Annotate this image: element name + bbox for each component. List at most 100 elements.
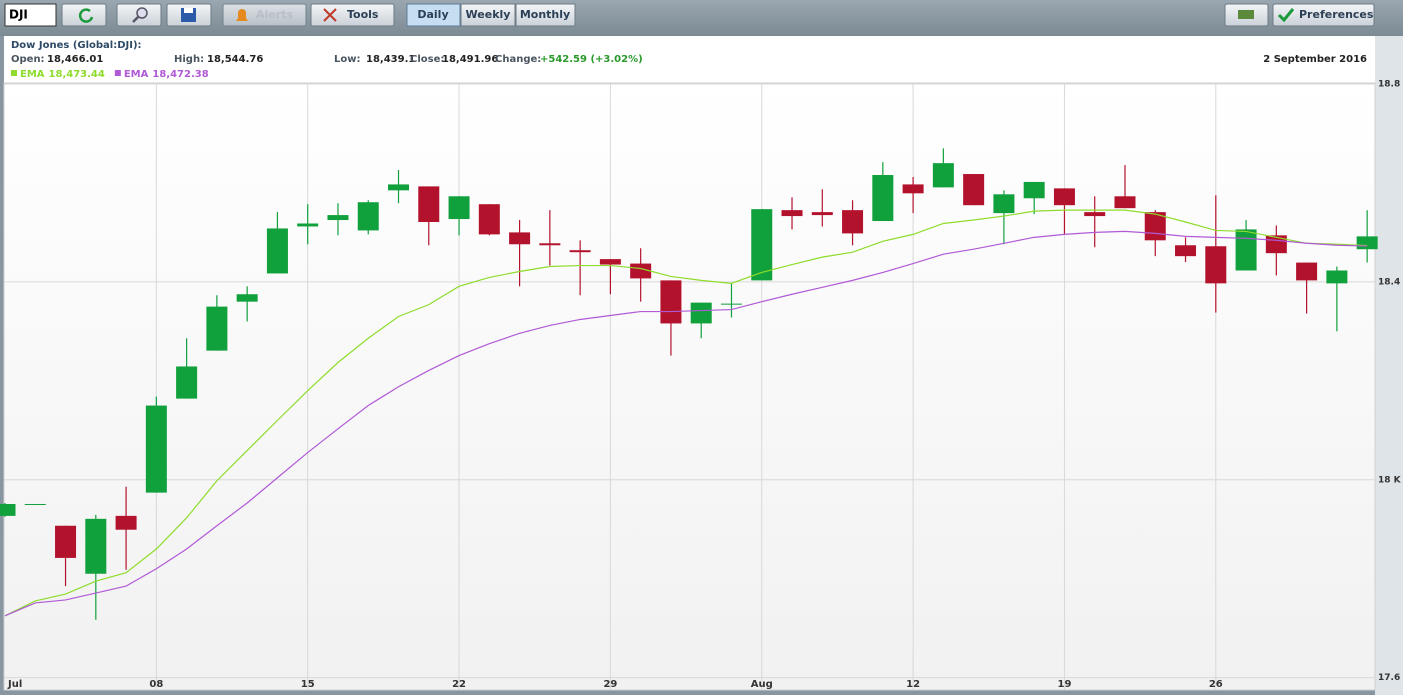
- date: 2 September 2016: [1263, 54, 1367, 65]
- legend-swatch: [11, 70, 17, 76]
- monthly-button[interactable]: [515, 3, 576, 27]
- legend-name: EMA: [124, 69, 149, 80]
- candle-body: [1053, 188, 1075, 206]
- tools-button[interactable]: [310, 3, 395, 27]
- alerts-text: Alerts: [256, 8, 293, 21]
- candle-body: [720, 303, 742, 305]
- candle-body: [1114, 196, 1136, 209]
- close-value: 18,491.96: [442, 54, 498, 65]
- symbol-text: DJI: [9, 8, 28, 22]
- open-label: Open:: [11, 54, 45, 65]
- candle-body: [297, 223, 319, 227]
- preferences-button[interactable]: [1272, 3, 1375, 27]
- zoom-icon: [136, 7, 148, 19]
- ema-line: [4, 209, 1368, 617]
- symbol-input[interactable]: [4, 3, 57, 27]
- legend-name: EMA: [20, 69, 45, 80]
- candle-body: [418, 186, 440, 223]
- change-label: Change:: [495, 54, 541, 65]
- weekly-text: Weekly: [466, 8, 511, 21]
- candle-body: [388, 184, 410, 191]
- candle-body: [902, 184, 924, 194]
- candle-body: [993, 194, 1015, 214]
- tools-icon: [323, 8, 337, 22]
- candle-body: [751, 209, 773, 281]
- zoom-icon-handle: [132, 16, 139, 23]
- candle-body: [327, 215, 349, 221]
- candle-body: [1265, 235, 1287, 254]
- candle-body: [1296, 262, 1318, 281]
- candle-body: [509, 232, 531, 245]
- candle-body: [1356, 236, 1378, 250]
- candle-body: [1084, 212, 1106, 217]
- refresh-button[interactable]: [61, 3, 107, 27]
- x-tick-label: 29: [603, 679, 617, 690]
- plot-area: [3, 82, 1376, 691]
- x-tick-label: 19: [1057, 679, 1071, 690]
- preferences-icon: [1277, 8, 1295, 23]
- candle-body: [1205, 246, 1227, 284]
- candle-body: [145, 405, 167, 493]
- candle-body: [539, 243, 561, 246]
- candle-body: [55, 525, 77, 558]
- candle-body: [206, 306, 228, 351]
- candle-body: [1023, 181, 1045, 199]
- candle-body: [266, 228, 288, 274]
- alerts-icon: [236, 9, 248, 21]
- candle-body: [630, 263, 652, 279]
- candle-body: [781, 210, 803, 217]
- candle-body: [1326, 270, 1348, 284]
- x-tick-label: 12: [906, 679, 920, 690]
- axis-strip: [1375, 36, 1403, 695]
- daily-button[interactable]: [406, 3, 461, 27]
- candle-body: [690, 302, 712, 324]
- candle-body: [115, 515, 137, 530]
- legend-swatch: [114, 70, 121, 76]
- refresh-icon: [78, 8, 94, 23]
- candle-body: [599, 259, 621, 265]
- high-value: 18,544.76: [207, 54, 263, 65]
- daily-text: Daily: [417, 8, 448, 21]
- x-tick-label: 15: [301, 679, 315, 690]
- candle-body: [1235, 229, 1257, 271]
- x-tick-label: Aug: [751, 679, 773, 690]
- candle-body: [811, 212, 833, 216]
- header-title: Dow Jones (Global:DJI):: [11, 40, 142, 51]
- tools-text: Tools: [347, 8, 379, 21]
- candle-body: [176, 366, 198, 399]
- y-tick-label: 18.8 K: [1378, 79, 1403, 89]
- low-label: Low:: [334, 54, 360, 65]
- candle-body: [1175, 245, 1197, 257]
- x-tick-label: 26: [1209, 679, 1223, 690]
- monthly-text: Monthly: [520, 8, 570, 21]
- candle-body: [236, 294, 258, 302]
- candle-body: [448, 196, 470, 220]
- candle-body: [660, 280, 682, 324]
- low-value: 18,439.1: [366, 54, 415, 65]
- candle-body: [569, 250, 591, 253]
- print-icon: [1238, 10, 1254, 19]
- candle-body: [24, 503, 46, 505]
- high-label: High:: [174, 54, 204, 65]
- y-tick-label: 17.6 K: [1378, 673, 1403, 683]
- candle-body: [0, 503, 16, 516]
- y-tick-label: 18.4 K: [1378, 277, 1403, 287]
- legend-value: 18,472.38: [152, 69, 208, 80]
- x-tick-label: 22: [452, 679, 466, 690]
- y-tick-label: 18 K: [1378, 475, 1402, 485]
- candle-body: [872, 175, 894, 222]
- candle-body: [842, 210, 864, 234]
- candle-body: [85, 518, 107, 574]
- save-icon-label: [184, 8, 193, 13]
- open-value: 18,466.01: [47, 54, 103, 65]
- x-tick-label: 08: [149, 679, 163, 690]
- candle-body: [963, 174, 985, 206]
- ema-line: [4, 230, 1368, 617]
- candle-body: [478, 204, 500, 235]
- weekly-button[interactable]: [460, 3, 516, 27]
- candle-body: [357, 202, 379, 231]
- candle-body: [932, 163, 954, 188]
- change-value: +542.59 (+3.02%): [540, 54, 643, 65]
- close-label: Close:: [410, 54, 444, 65]
